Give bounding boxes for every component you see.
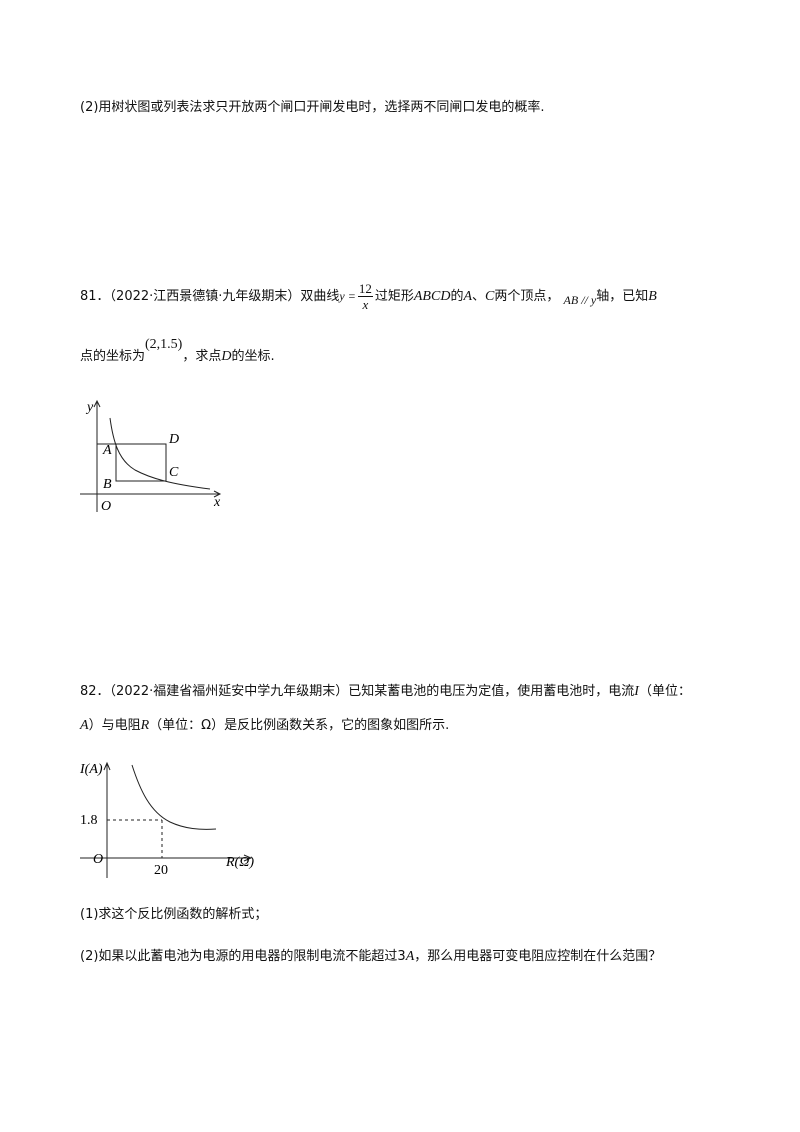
arrow — [103, 761, 111, 771]
source: （2022·江西景德镇·九年级期末） — [109, 289, 301, 304]
denominator: x — [362, 297, 369, 312]
label: O — [93, 852, 103, 867]
label: 1.8 — [80, 813, 98, 828]
text: 过矩形 — [374, 289, 414, 304]
question-82: 82．（2022·福建省福州延安中学九年级期末）已知某蓄电池的电压为定值，使用蓄… — [80, 682, 691, 702]
text: （单位：Ω）是反比例函数关系，它的图象如图所示. — [149, 718, 450, 733]
formula: y = — [339, 289, 356, 303]
math: I — [634, 684, 639, 699]
label: O — [101, 499, 111, 514]
label: y — [85, 400, 94, 415]
text: 点的坐标为 — [80, 349, 146, 364]
math: A — [405, 949, 415, 964]
question-number: 81． — [80, 289, 110, 304]
text: (2)如果以此蓄电池为电源的用电器的限制电流不能超过3 — [80, 949, 406, 964]
arrow — [243, 854, 253, 862]
arrow — [213, 490, 222, 498]
source: （2022·福建省福州延安中学九年级期末） — [109, 684, 349, 699]
label: A — [102, 443, 112, 458]
label: B — [103, 477, 112, 492]
math: A — [463, 289, 473, 304]
math: AB // y — [563, 293, 597, 307]
text: 、 — [472, 289, 486, 304]
numerator: 12 — [357, 281, 373, 297]
question-part: (2)如果以此蓄电池为电源的用电器的限制电流不能超过3A，那么用电器可变电阻应控… — [80, 947, 661, 967]
label: D — [168, 432, 179, 447]
label: C — [169, 465, 179, 480]
question-81: 81．（2022·江西景德镇·九年级期末）双曲线y = 12 x 过矩形ABCD的A、… — [80, 281, 657, 312]
label: x — [213, 495, 221, 510]
math: B — [648, 289, 657, 304]
question-part: (1)求这个反比例函数的解析式； — [80, 907, 268, 922]
text: 的坐标. — [231, 349, 275, 364]
arrow — [93, 399, 101, 408]
rectangle — [115, 443, 167, 482]
question-81-line2: 点的坐标为(2,1.5)，求点D的坐标. — [80, 337, 275, 367]
label: 20 — [154, 863, 168, 878]
label: R(Ω) — [225, 855, 254, 870]
question-number: 82． — [80, 684, 110, 699]
math: R — [140, 718, 150, 733]
text: 的 — [450, 289, 464, 304]
math: A — [80, 718, 89, 733]
text: 已知某蓄电池的电压为定值，使用蓄电池时，电流 — [348, 684, 635, 699]
fraction: 12 x — [357, 281, 373, 312]
text: 双曲线 — [300, 289, 340, 304]
hyperbola — [109, 417, 211, 490]
curve — [131, 764, 217, 830]
text: ，求点 — [182, 349, 222, 364]
math: C — [485, 289, 495, 304]
figure-81 — [80, 399, 222, 512]
math: D — [221, 349, 232, 364]
text: （单位： — [638, 684, 691, 699]
text: 两个顶点， — [494, 289, 560, 304]
figure-82 — [80, 761, 253, 878]
question-part: (2)用树状图或列表法求只开放两个闸口开闸发电时，选择两不同闸口发电的概率. — [80, 100, 545, 115]
text: 轴，已知 — [596, 289, 649, 304]
math: (2,1.5) — [145, 337, 183, 352]
text: ）与电阻 — [88, 718, 141, 733]
text: ，那么用电器可变电阻应控制在什么范围？ — [414, 949, 662, 964]
question-82-line2: A）与电阻R（单位：Ω）是反比例函数关系，它的图象如图所示. — [80, 716, 449, 736]
label: I(A) — [79, 762, 103, 777]
math: ABCD — [413, 289, 451, 304]
